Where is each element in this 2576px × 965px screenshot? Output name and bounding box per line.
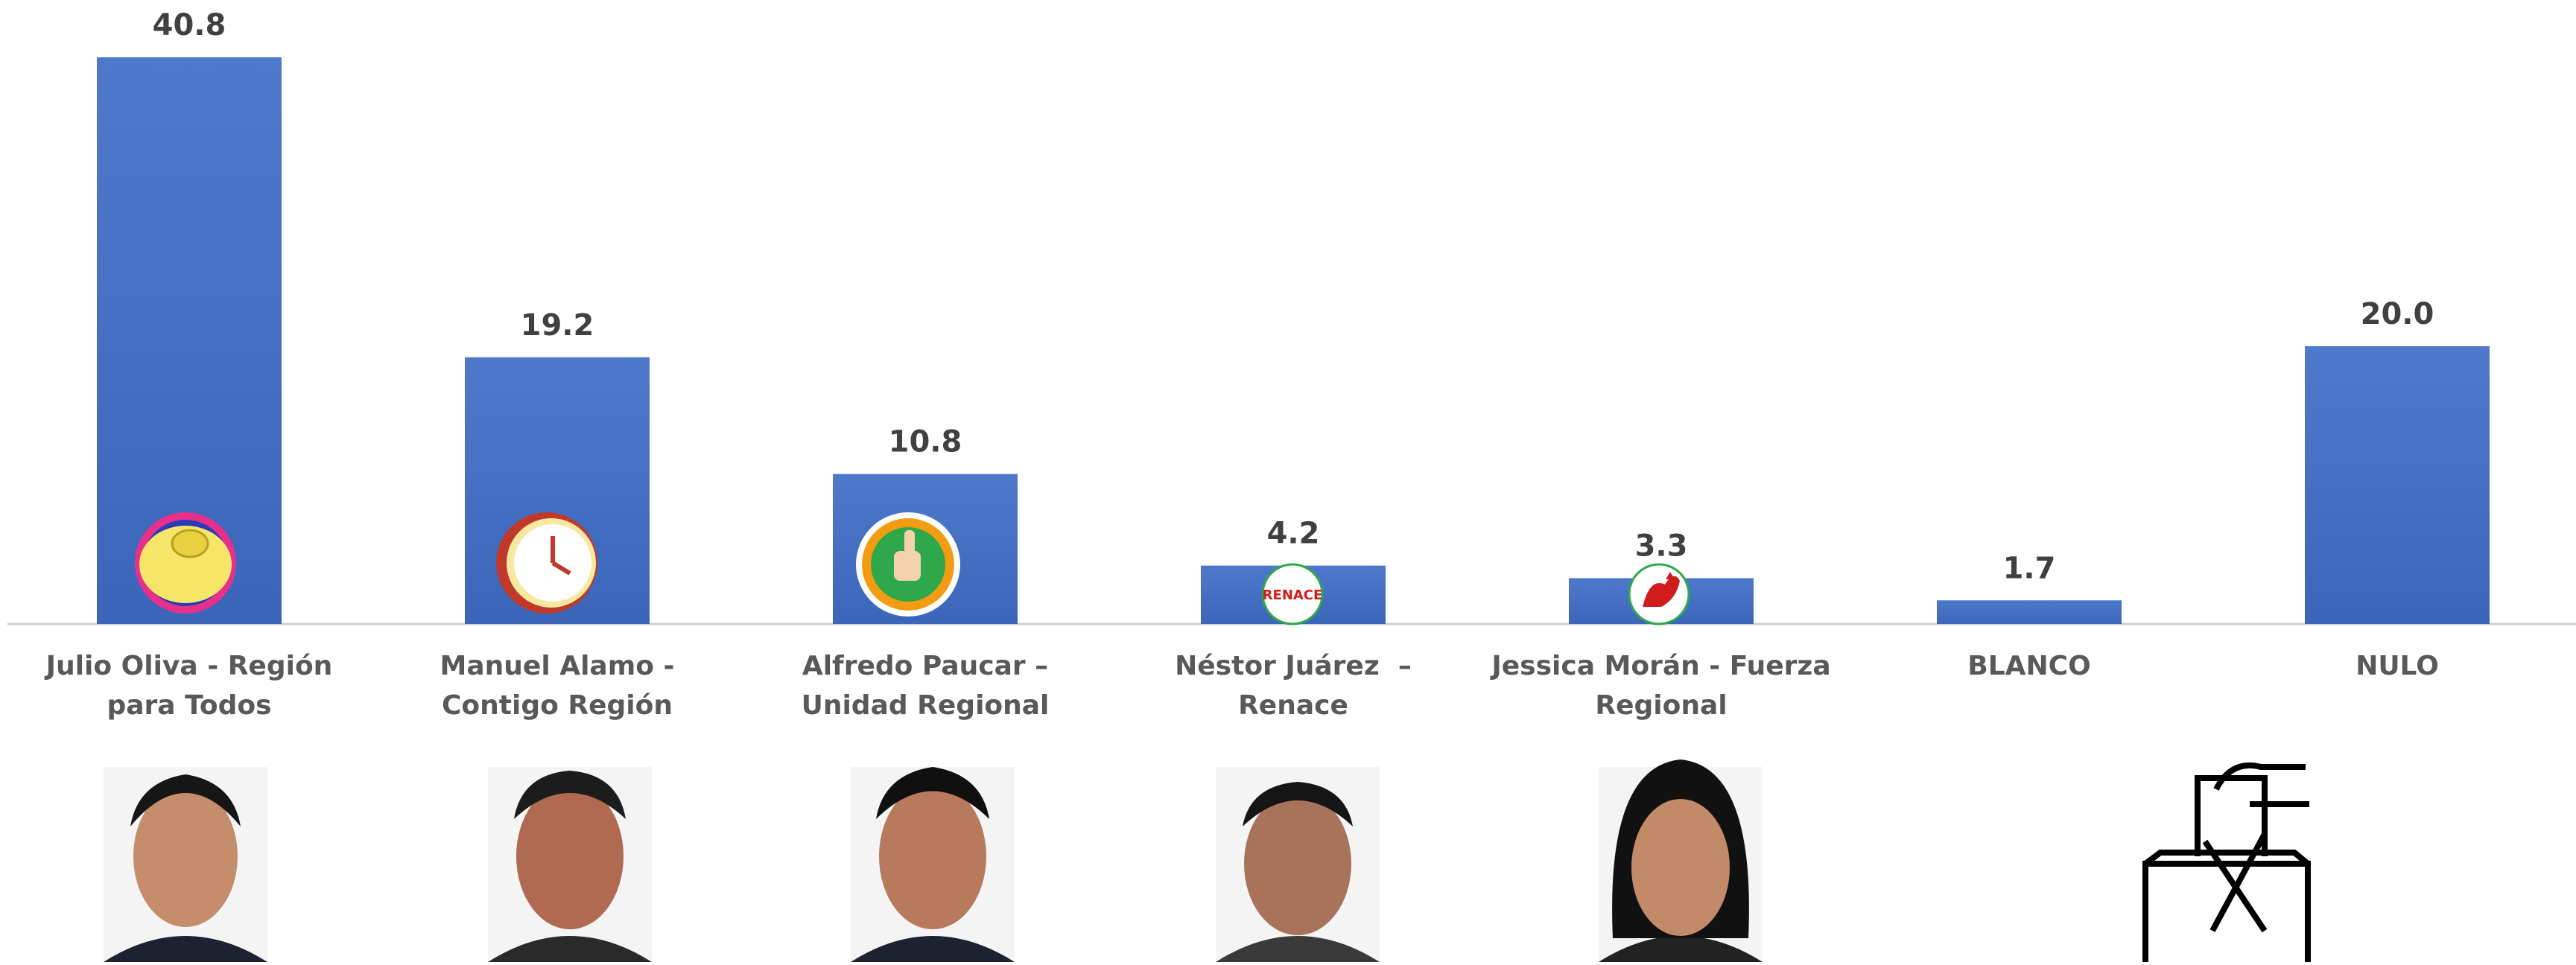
value-label: 10.8 [889,425,962,459]
logo [856,512,960,617]
bar-shade [2305,345,2490,624]
category-label: NULO [2355,651,2439,681]
candidate-photo [1599,759,1763,962]
value-label: 3.3 [1635,529,1688,563]
candidate-photo [1216,767,1380,962]
logo-text: RENACE [1263,587,1323,603]
value-label: 40.8 [153,8,226,42]
bars: 40.8 19.2 10.8 4.2 3.3 1.7 20.0 [97,8,2490,624]
logo: RENACE [1261,563,1324,625]
category-label: Manuel Alamo - Contigo Región [440,651,684,721]
logo [496,512,597,614]
value-label: 1.7 [2003,551,2056,585]
value-label: 20.0 [2361,297,2434,331]
category-label: Julio Oliva - Región para Todos [45,651,342,721]
category-label: BLANCO [1967,651,2091,681]
value-label: 19.2 [521,308,594,343]
candidate-photo [488,767,652,962]
bar-shade [1937,600,2122,624]
category-label: Jessica Morán - Fuerza Regional [1491,651,1841,721]
value-label: 4.2 [1267,517,1320,551]
category-label: Néstor Juárez – Renace [1175,651,1421,721]
candidate-photo [104,767,267,962]
logo [135,512,236,614]
logo [1628,563,1690,625]
ballot-box-icon [2142,762,2311,962]
candidate-photo [851,767,1015,962]
category-label: Alfredo Paucar – Unidad Regional [801,651,1058,721]
